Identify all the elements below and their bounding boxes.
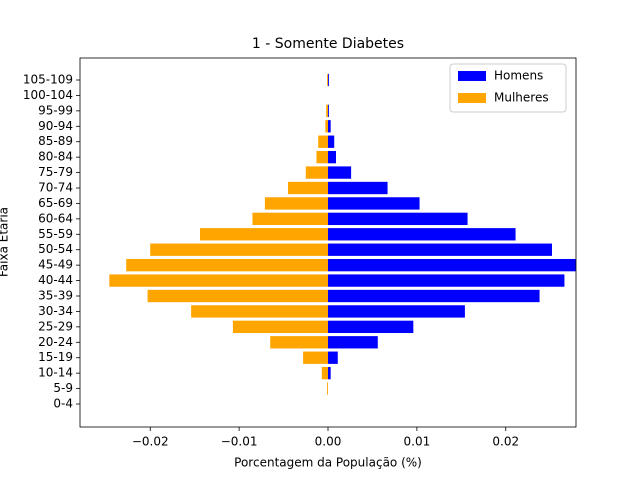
y-tick-label: 10-14 [38,366,73,380]
y-tick-label: 100-104 [23,88,73,102]
legend-label: Mulheres [494,91,549,105]
bar [328,274,565,287]
bar [252,212,328,226]
bar [328,366,331,380]
y-axis-label: Faixa Etária [0,207,11,277]
bar [328,166,352,179]
y-tick-label: 30-34 [38,304,73,318]
bar [328,258,576,272]
bar [191,305,328,318]
bar [328,120,331,133]
bar [328,289,540,303]
bar [288,181,328,195]
legend-label: Homens [494,69,543,83]
bar [328,243,552,256]
bar [327,382,328,395]
bar [328,104,329,118]
bar [318,135,328,148]
bar [321,366,328,380]
y-tick-label: 20-24 [38,335,73,349]
bar [150,243,328,256]
y-tick-label: 40-44 [38,273,73,287]
y-tick-label: 105-109 [23,73,73,87]
bar [325,120,328,133]
bar [328,212,468,226]
y-tick-label: 75-79 [38,165,73,179]
x-tick-label: 0.02 [492,435,519,449]
y-tick-label: 50-54 [38,242,73,256]
bar [270,336,328,349]
bar [305,166,328,179]
y-tick-label: 65-69 [38,196,73,210]
bar [328,197,420,210]
legend-swatch [458,71,486,81]
y-tick-label: 45-49 [38,258,73,272]
x-tick-label: 0.00 [315,435,342,449]
bar [328,351,338,364]
bar [328,73,329,87]
bars [109,73,576,395]
bar [303,351,328,364]
y-tick-label: 80-84 [38,150,73,164]
y-tick-label: 70-74 [38,181,73,195]
bar [328,320,414,334]
legend-swatch [458,93,486,103]
bar [147,289,328,303]
bar [109,274,328,287]
bar [328,336,378,349]
bar [328,228,516,241]
bar [328,150,336,164]
y-tick-label: 95-99 [38,103,73,117]
y-tick-label: 15-19 [38,350,73,364]
bar [328,305,465,318]
bar [200,228,328,241]
y-tick-label: 60-64 [38,211,73,225]
bar [327,73,328,87]
bar [328,135,335,148]
y-tick-label: 90-94 [38,119,73,133]
x-tick-label: −0.02 [132,435,169,449]
bar [316,150,328,164]
chart-title: 1 - Somente Diabetes [252,36,404,52]
x-tick-label: 0.01 [404,435,431,449]
bar [126,258,328,272]
bar [326,104,328,118]
y-tick-label: 85-89 [38,134,73,148]
bar [328,181,388,195]
y-tick-label: 55-59 [38,227,73,241]
y-tick-label: 5-9 [53,381,73,395]
bar [264,197,328,210]
bar [232,320,328,334]
y-tick-label: 25-29 [38,319,73,333]
x-axis-label: Porcentagem da População (%) [234,456,422,470]
y-tick-label: 35-39 [38,289,73,303]
x-tick-label: −0.01 [221,435,258,449]
y-tick-label: 0-4 [53,397,73,411]
